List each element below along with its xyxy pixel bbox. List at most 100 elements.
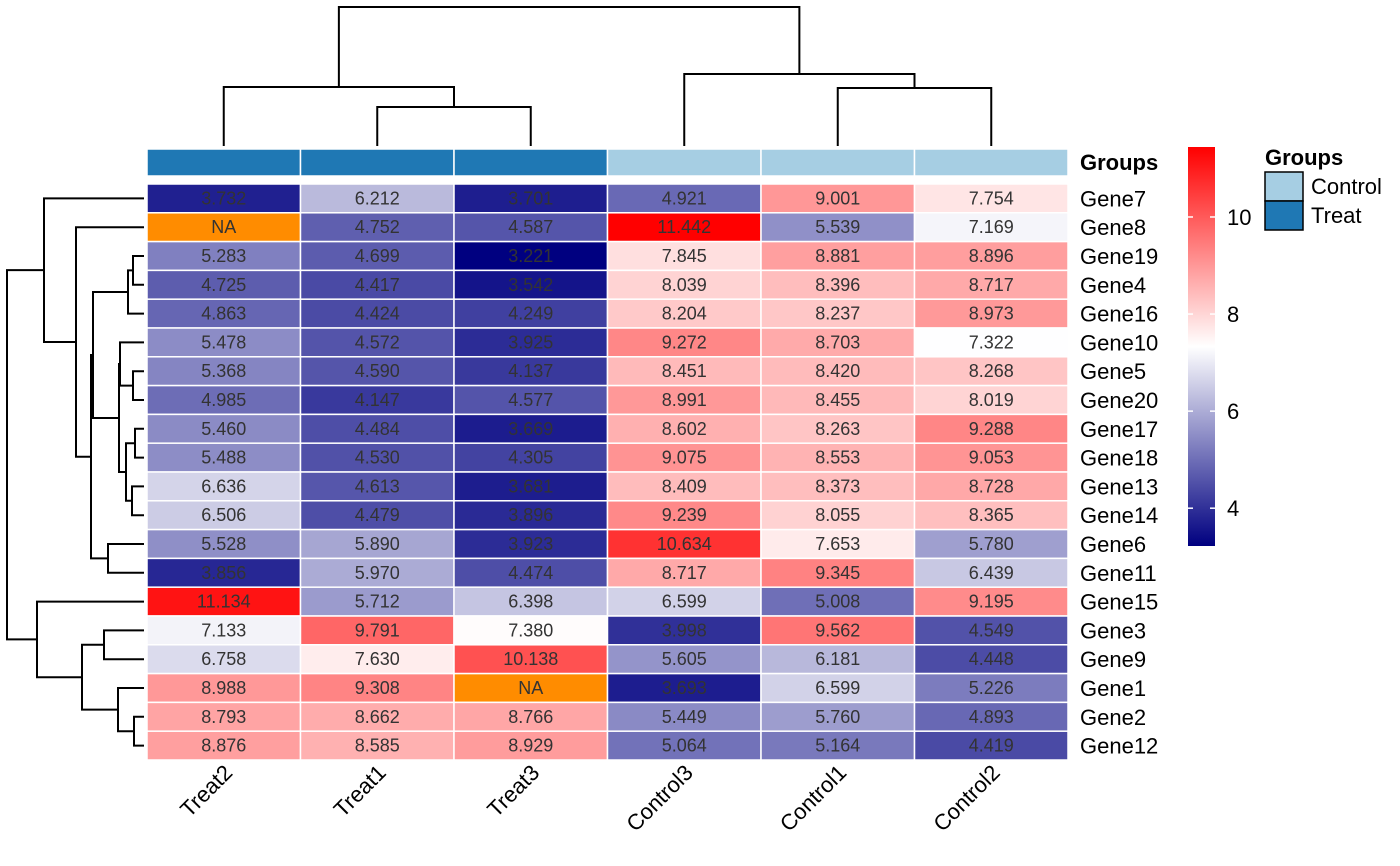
cell-value-label: 8.717 — [969, 275, 1014, 295]
dendrogram-branch — [133, 371, 144, 400]
cell-value-label: 8.263 — [815, 419, 860, 439]
cell-value-label: 7.845 — [662, 246, 707, 266]
cell-value-label: 4.305 — [508, 448, 553, 468]
dendrogram-branch — [133, 256, 144, 285]
cell-value-label: 4.587 — [508, 217, 553, 237]
cell-value-label: 3.923 — [508, 534, 553, 554]
group-legend-label: Control — [1311, 174, 1382, 199]
cell-value-label: 9.001 — [815, 188, 860, 208]
row-label: Gene14 — [1080, 503, 1158, 528]
row-label: Gene12 — [1080, 734, 1158, 759]
cell-value-label: 8.662 — [355, 707, 400, 727]
cell-value-label: 8.896 — [969, 246, 1014, 266]
column-label: Control1 — [775, 760, 851, 836]
cell-value-label: 4.479 — [355, 505, 400, 525]
row-label: Gene13 — [1080, 474, 1158, 499]
cell-value-label: 5.890 — [355, 534, 400, 554]
cell-value-label: 8.420 — [815, 361, 860, 381]
cell-value-label: 4.590 — [355, 361, 400, 381]
cell-value-label: 4.474 — [508, 563, 553, 583]
cell-value-label: 8.585 — [355, 736, 400, 756]
cell-value-label: 5.539 — [815, 217, 860, 237]
column-label: Control2 — [928, 760, 1004, 836]
cell-value-label: 5.488 — [201, 448, 246, 468]
cell-value-label: 8.396 — [815, 275, 860, 295]
cell-value-label: 9.562 — [815, 620, 860, 640]
cell-value-label: 5.449 — [662, 707, 707, 727]
cell-value-label: 8.553 — [815, 448, 860, 468]
cell-value-label: 4.417 — [355, 275, 400, 295]
cell-value-label: 5.460 — [201, 419, 246, 439]
row-label: Gene2 — [1080, 705, 1146, 730]
cell-value-label: 9.272 — [662, 332, 707, 352]
row-label: Gene18 — [1080, 446, 1158, 471]
cell-value-label: 3.925 — [508, 332, 553, 352]
row-label: Gene9 — [1080, 647, 1146, 672]
color-scale-legend: 4 6 8 10 — [1188, 147, 1251, 546]
dendrogram-branch — [108, 544, 144, 573]
cell-value-label: 5.226 — [969, 678, 1014, 698]
cell-value-label: 8.728 — [969, 476, 1014, 496]
dendrogram-branch — [7, 270, 44, 639]
cell-value-label: 9.791 — [355, 620, 400, 640]
cell-value-label: 8.204 — [662, 304, 707, 324]
cell-value-label: 3.701 — [508, 188, 553, 208]
cell-value-label: 9.308 — [355, 678, 400, 698]
row-label: Gene7 — [1080, 186, 1146, 211]
cell-value-label: 5.368 — [201, 361, 246, 381]
cell-value-label: 7.630 — [355, 649, 400, 669]
cell-value-label: 5.970 — [355, 563, 400, 583]
cell-value-label: NA — [518, 678, 543, 698]
group-annotation-cell — [915, 149, 1069, 176]
cell-value-label: 4.424 — [355, 304, 400, 324]
cell-value-label: 6.758 — [201, 649, 246, 669]
cell-value-label: 7.653 — [815, 534, 860, 554]
cell-value-label: 5.164 — [815, 736, 860, 756]
row-label: Gene5 — [1080, 359, 1146, 384]
dendrogram-branch — [128, 270, 144, 313]
cell-value-label: 7.322 — [969, 332, 1014, 352]
cell-value-label: 4.863 — [201, 304, 246, 324]
row-label: Gene8 — [1080, 215, 1146, 240]
cell-value-label: 4.613 — [355, 476, 400, 496]
cell-value-label: 5.064 — [662, 736, 707, 756]
cell-value-label: 5.478 — [201, 332, 246, 352]
color-scale-tick-label: 8 — [1227, 302, 1239, 327]
cell-value-label: 4.484 — [355, 419, 400, 439]
color-scale-bar — [1188, 147, 1215, 546]
group-legend-swatch — [1265, 172, 1303, 201]
cell-value-label: 8.373 — [815, 476, 860, 496]
cell-value-label: 9.075 — [662, 448, 707, 468]
cell-value-label: 9.345 — [815, 563, 860, 583]
cell-value-label: 4.419 — [969, 736, 1014, 756]
dendrogram-branch — [82, 645, 118, 710]
row-label: Gene6 — [1080, 532, 1146, 557]
cell-value-label: 3.998 — [662, 620, 707, 640]
cell-value-label: 4.699 — [355, 246, 400, 266]
row-label: Gene4 — [1080, 273, 1146, 298]
cell-value-label: 8.793 — [201, 707, 246, 727]
group-annotation-cell — [454, 149, 608, 176]
cell-value-label: 5.528 — [201, 534, 246, 554]
cell-value-label: 6.599 — [815, 678, 860, 698]
cell-value-label: 4.921 — [662, 188, 707, 208]
cell-value-label: 5.712 — [355, 592, 400, 612]
dendrogram-branch — [684, 74, 914, 146]
cell-value-label: 8.703 — [815, 332, 860, 352]
heatmap-cells: 3.732 6.212 3.701 4.921 9.001 7.754 NA 4.752 4.5… — [147, 184, 1068, 760]
cell-value-label: 4.725 — [201, 275, 246, 295]
cell-value-label: 3.693 — [662, 678, 707, 698]
row-label: Gene1 — [1080, 676, 1146, 701]
cell-value-label: 6.439 — [969, 563, 1014, 583]
cell-value-label: 8.365 — [969, 505, 1014, 525]
row-label: Gene19 — [1080, 244, 1158, 269]
cell-value-label: 3.732 — [201, 188, 246, 208]
cell-value-label: 4.549 — [969, 620, 1014, 640]
column-labels: Treat2 Treat1 Treat3 Control3 Control1 Contro… — [175, 760, 1005, 836]
cell-value-label: 5.605 — [662, 649, 707, 669]
cell-value-label: 6.506 — [201, 505, 246, 525]
group-annotation-bar — [147, 149, 1068, 176]
column-dendrogram — [224, 7, 992, 146]
dendrogram-branch — [118, 688, 144, 731]
cell-value-label: 6.398 — [508, 592, 553, 612]
